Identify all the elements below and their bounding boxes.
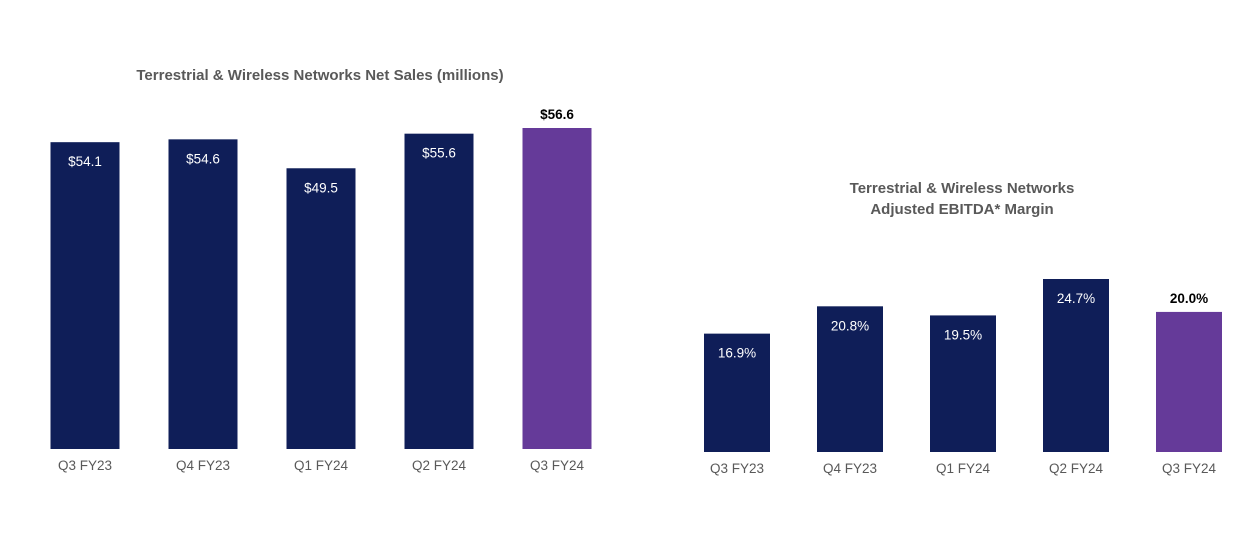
x-tick-label-5: Q3 FY24 [1162,461,1217,476]
data-label-2: 20.8% [831,318,869,333]
data-label-5: 20.0% [1170,291,1208,306]
bar-1 [704,333,770,452]
x-tick-label-5: Q3 FY24 [530,458,585,473]
bar-2 [817,306,883,452]
data-label-1: 16.9% [718,346,756,361]
ebitda-margin-chart-title-line-2: Adjusted EBITDA* Margin [870,201,1053,218]
bar-4 [404,133,474,449]
ebitda-margin-chart: Terrestrial & Wireless Networks Adjusted… [704,180,1222,476]
x-tick-label-3: Q1 FY24 [294,458,349,473]
data-label-2: $54.6 [186,151,220,166]
bar-3 [930,315,996,452]
x-tick-label-3: Q1 FY24 [936,461,991,476]
ebitda-margin-chart-title-line-1: Terrestrial & Wireless Networks [850,180,1075,197]
x-tick-label-4: Q2 FY24 [1049,461,1104,476]
bar-5 [522,128,592,449]
data-label-3: 19.5% [944,327,982,342]
bar-4 [1043,279,1109,452]
data-label-5: $56.6 [540,107,574,122]
bar-1 [50,142,120,449]
bar-3 [286,168,356,449]
bar-2 [168,139,238,449]
x-tick-label-1: Q3 FY23 [710,461,764,476]
data-label-3: $49.5 [304,180,338,195]
data-label-1: $54.1 [68,154,102,169]
net-sales-chart: Terrestrial & Wireless Networks Net Sale… [50,67,592,473]
net-sales-bars: $54.1 Q3 FY23 $54.6 Q4 FY23 $49.5 Q1 FY24 $55.… [50,107,592,473]
x-tick-label-2: Q4 FY23 [823,461,877,476]
bar-5 [1156,311,1222,452]
net-sales-chart-title: Terrestrial & Wireless Networks Net Sale… [136,67,503,84]
x-tick-label-4: Q2 FY24 [412,458,467,473]
x-tick-label-1: Q3 FY23 [58,458,112,473]
data-label-4: $55.6 [422,146,456,161]
ebitda-margin-bars: 16.9% Q3 FY23 20.8% Q4 FY23 19.5% Q1 FY24 24.7… [704,279,1222,476]
x-tick-label-2: Q4 FY23 [176,458,230,473]
data-label-4: 24.7% [1057,291,1095,306]
